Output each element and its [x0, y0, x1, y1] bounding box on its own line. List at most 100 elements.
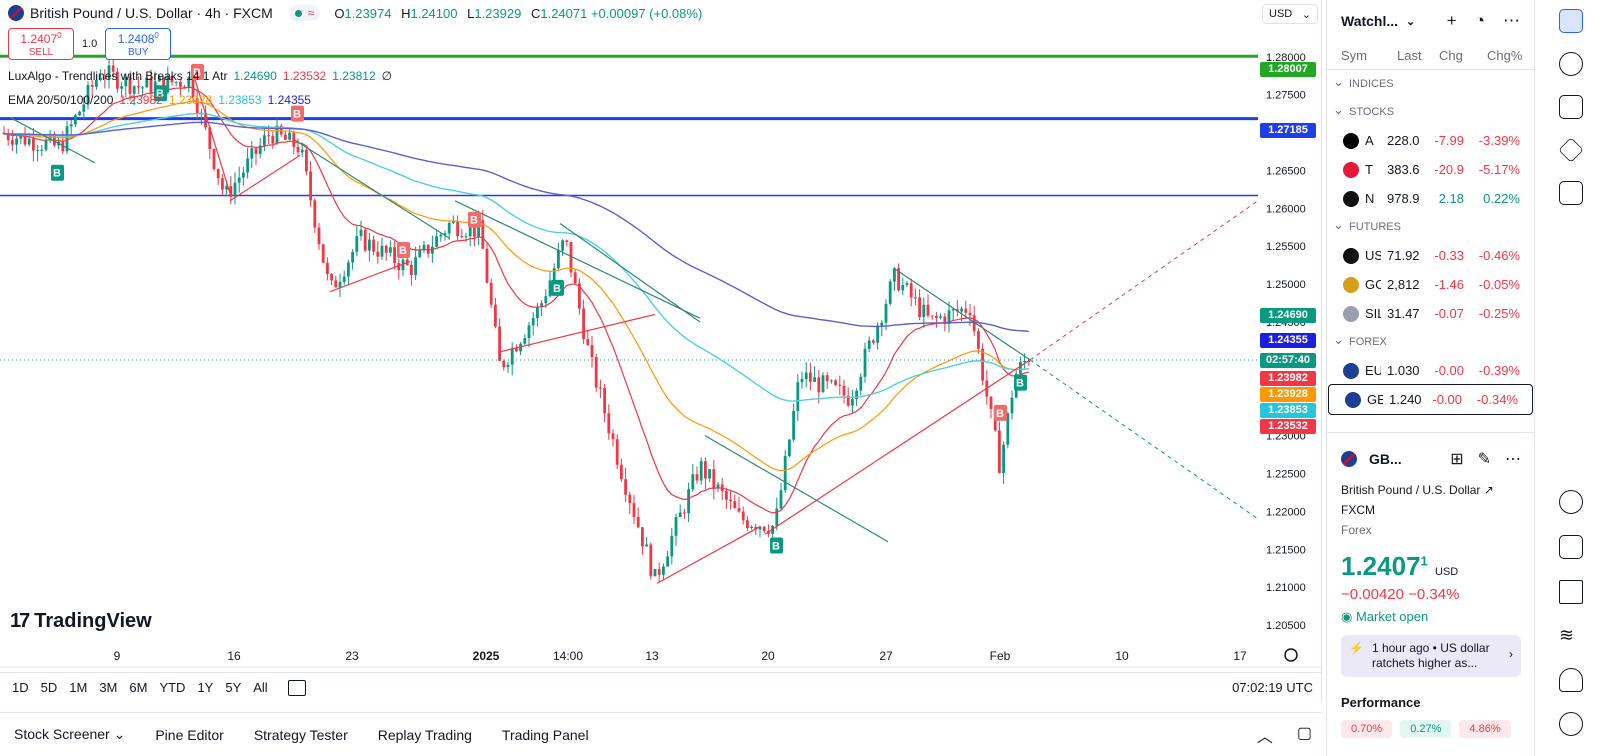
- watchlist-row-eu[interactable]: EU 1.030 -0.00 -0.39%: [1327, 356, 1534, 385]
- tab-strategy-tester[interactable]: Strategy Tester: [253, 726, 348, 743]
- watchlist-row-gc[interactable]: GC 2,812 -1.46 -0.05%: [1327, 270, 1534, 299]
- candle-body: [212, 148, 216, 169]
- col-last[interactable]: Last: [1397, 48, 1422, 63]
- buy-button[interactable]: 1.24080 BUY: [105, 28, 172, 60]
- row-change-pct: -0.05%: [1478, 277, 1520, 292]
- help-icon[interactable]: [1559, 712, 1583, 736]
- quantity[interactable]: 1.0: [82, 38, 98, 50]
- calendar-icon[interactable]: [1559, 535, 1583, 559]
- candle-body: [523, 338, 527, 344]
- perf-value-1: 0.70%: [1341, 720, 1393, 738]
- chevron-down-icon[interactable]: ⌄: [1406, 15, 1416, 28]
- watchlist-row-sil[interactable]: SIL 31.47 -0.07 -0.25%: [1327, 299, 1534, 328]
- candle-body: [342, 276, 346, 282]
- tab-stock-screener[interactable]: Stock Screener ⌄: [14, 726, 126, 742]
- candle-body: [124, 76, 128, 87]
- layers-icon[interactable]: [1558, 137, 1584, 163]
- candle-body: [998, 430, 1001, 474]
- candle-body: [40, 149, 44, 151]
- chart-area[interactable]: 1.285001.280001.275001.270001.265001.260…: [0, 0, 1322, 672]
- range-5y[interactable]: 5Y: [225, 680, 242, 695]
- section-forex[interactable]: FOREX: [1327, 328, 1534, 356]
- object-tree-icon[interactable]: [1559, 95, 1583, 119]
- range-1y[interactable]: 1Y: [197, 680, 214, 695]
- range-1d[interactable]: 1D: [12, 680, 29, 695]
- candle-body: [561, 240, 564, 251]
- goto-date-icon[interactable]: [287, 679, 306, 696]
- ohlc-low-key: L: [467, 5, 475, 21]
- ema-legend[interactable]: EMA 20/50/100/200 1.23982 1.23928 1.2385…: [8, 93, 311, 107]
- currency-select[interactable]: USD ⌄: [1262, 4, 1318, 24]
- luxalgo-legend[interactable]: LuxAlgo - Trendlines with Breaks 14 1 At…: [8, 69, 392, 83]
- add-symbol-icon[interactable]: +: [1446, 11, 1457, 30]
- collapse-up-icon[interactable]: ︿: [1256, 728, 1273, 746]
- target-icon[interactable]: [1559, 490, 1583, 514]
- signal-label: B: [996, 408, 1004, 420]
- candle-body: [737, 508, 741, 512]
- candle-body: [414, 257, 417, 275]
- sell-button[interactable]: 1.24070 SELL: [8, 28, 74, 60]
- price-chart[interactable]: 1.285001.280001.275001.270001.265001.260…: [0, 0, 1322, 672]
- chart-pattern-icon[interactable]: [1559, 580, 1583, 604]
- market-status-pill[interactable]: ≈: [288, 5, 321, 21]
- col-chg[interactable]: Chg: [1439, 48, 1463, 63]
- section-stocks[interactable]: STOCKS: [1327, 98, 1534, 126]
- candle-body: [624, 479, 627, 495]
- row-last: 71.92: [1387, 248, 1420, 263]
- external-link-icon[interactable]: ↗: [1483, 483, 1494, 497]
- ohlc-low: 1.23929: [474, 5, 522, 21]
- details-name[interactable]: British Pound / U.S. Dollar ↗: [1341, 483, 1494, 497]
- chat-icon[interactable]: [1559, 181, 1583, 205]
- range-6m[interactable]: 6M: [129, 680, 148, 695]
- watchlist-row-a[interactable]: A 228.0 -7.99 -3.39%: [1327, 126, 1534, 155]
- maximize-icon[interactable]: ▢: [1296, 724, 1312, 742]
- watchlist-row-t[interactable]: T 383.6 -20.9 -5.17%: [1327, 155, 1534, 184]
- candle-body: [498, 326, 501, 361]
- more-icon[interactable]: ⋯: [1505, 451, 1521, 468]
- market-open-status[interactable]: ◉ Market open: [1341, 609, 1429, 624]
- range-ytd[interactable]: YTD: [159, 680, 186, 695]
- range-3m[interactable]: 3M: [99, 680, 118, 695]
- notifications-icon[interactable]: [1559, 668, 1583, 692]
- candle-body: [573, 272, 577, 284]
- lightning-icon: ⚡: [1349, 641, 1364, 655]
- broadcast-icon[interactable]: ≋: [1559, 625, 1575, 645]
- time-tick-label: 23: [345, 649, 359, 663]
- trendline: [229, 154, 301, 202]
- alerts-clock-icon[interactable]: [1559, 52, 1583, 76]
- sell-label: SELL: [28, 46, 54, 58]
- candle-body: [813, 377, 816, 382]
- tab-pine-editor[interactable]: Pine Editor: [155, 726, 224, 743]
- tab-replay-trading[interactable]: Replay Trading: [377, 726, 472, 743]
- candle-body: [237, 177, 241, 183]
- edit-icon[interactable]: ✎: [1477, 451, 1491, 468]
- settings-gear-icon[interactable]: [1284, 648, 1298, 662]
- range-all[interactable]: All: [253, 680, 268, 695]
- candle-body: [838, 384, 842, 386]
- more-icon[interactable]: ⋯: [1503, 11, 1520, 30]
- perf-value-3: 4.86%: [1459, 720, 1511, 738]
- pie-chart-icon[interactable]: ◔: [1474, 11, 1485, 30]
- section-indices[interactable]: INDICES: [1327, 70, 1534, 98]
- signal-marker: [191, 63, 204, 80]
- col-sym[interactable]: Sym: [1341, 48, 1367, 63]
- candle-body: [926, 304, 930, 316]
- range-1m[interactable]: 1M: [69, 680, 88, 695]
- clock[interactable]: 07:02:19 UTC: [1232, 680, 1313, 695]
- grid-icon[interactable]: ⊞: [1450, 451, 1464, 468]
- range-5d[interactable]: 5D: [40, 680, 58, 695]
- symbol-title[interactable]: British Pound / U.S. Dollar · 4h · FXCM: [30, 5, 273, 21]
- candle-body: [69, 124, 73, 127]
- watchlist-icon[interactable]: [1559, 9, 1583, 33]
- tradingview-logo[interactable]: 17 TradingView: [10, 610, 152, 633]
- details-symbol[interactable]: GB...: [1369, 451, 1402, 467]
- watchlist-row-us[interactable]: US 71.92 -0.33 -0.46%: [1327, 241, 1534, 270]
- candle-body: [708, 469, 711, 479]
- tab-trading-panel[interactable]: Trading Panel: [501, 726, 589, 743]
- news-card[interactable]: ⚡ 1 hour ago • US dollar ratchets higher…: [1341, 635, 1521, 677]
- col-chgp[interactable]: Chg%: [1487, 48, 1523, 63]
- section-futures[interactable]: FUTURES: [1327, 213, 1534, 241]
- watchlist-title[interactable]: Watchl...: [1341, 13, 1399, 29]
- watchlist-row-n[interactable]: N 978.9 2.18 0.22%: [1327, 184, 1534, 213]
- watchlist-row-ge[interactable]: GE 1.240 -0.00 -0.34%: [1328, 384, 1533, 415]
